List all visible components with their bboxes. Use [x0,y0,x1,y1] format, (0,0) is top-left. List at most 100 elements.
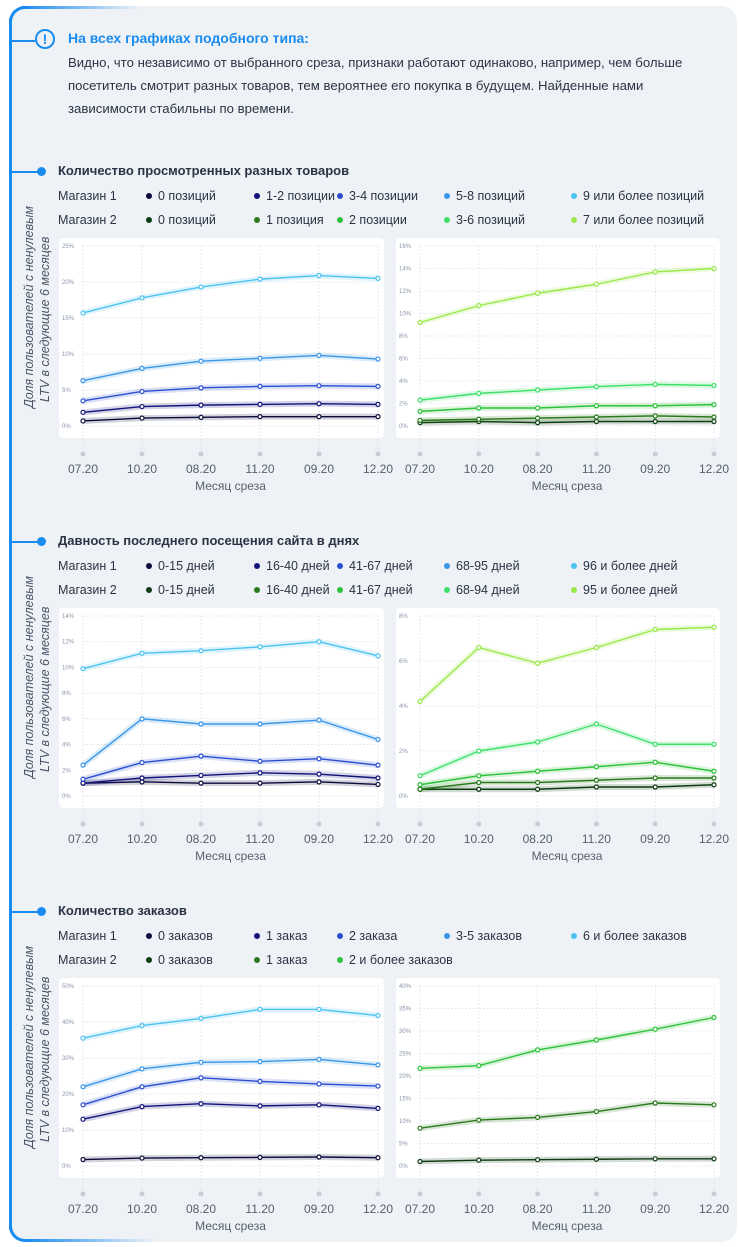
legend-item[interactable]: 0 позиций [146,213,216,227]
x-tick-dot [375,821,381,827]
x-tick-dot [80,1191,86,1197]
x-tick-label: 07.20 [405,462,435,476]
y-tick-label: 20% [399,1074,412,1080]
data-point [593,418,599,425]
legend-item[interactable]: 1-2 позиции [254,189,335,203]
series-line [419,1102,715,1129]
legend-item[interactable]: 0-15 дней [146,583,215,597]
data-point [316,1154,322,1160]
legend-item[interactable]: 68-95 дней [444,559,520,573]
x-tick-label: 12.20 [699,1202,729,1216]
legend-dot-icon [571,562,577,569]
x-tick-label: 12.20 [699,832,729,846]
legend-item[interactable]: 41-67 дней [337,583,413,597]
data-point [316,383,322,389]
legend-item[interactable]: 2 позиции [337,213,407,227]
y-tick-label: 12% [399,289,412,295]
legend-store-label: Магазин 2 [58,953,117,967]
legend-label: 0 заказов [158,953,213,967]
x-tick-label: 12.20 [363,1202,393,1216]
legend-label: 0 позиций [158,213,216,227]
y-tick-label: 2% [62,768,71,774]
data-point [652,741,658,747]
data-point [417,773,423,779]
x-tick-dot [711,1191,717,1197]
y-tick-label: 14% [62,614,75,620]
legend-item[interactable]: 2 заказа [337,929,397,943]
legend-item[interactable]: 6 и более заказов [571,929,687,943]
x-tick-label: 07.20 [68,1202,98,1216]
x-tick-label: 09.20 [640,462,670,476]
data-point [375,781,381,788]
series-line [419,1158,714,1163]
legend-item[interactable]: 68-94 дней [444,583,520,597]
legend-item[interactable]: 5-8 позиций [444,189,525,203]
y-tick-label: 20% [62,1092,75,1098]
data-point [198,284,204,290]
legend-item[interactable]: 1 заказ [254,953,307,967]
legend-item[interactable]: 0 позиций [146,189,216,203]
data-point [80,1116,86,1122]
data-point [316,1102,322,1108]
data-point [198,721,204,727]
y-tick-label: 40% [399,984,412,990]
legend-item[interactable]: 2 и более заказов [337,953,453,967]
legend-item[interactable]: 0-15 дней [146,559,215,573]
legend-item[interactable]: 96 и более дней [571,559,677,573]
data-point [535,739,541,745]
y-tick-label: 10% [62,352,75,358]
data-point [593,1108,599,1115]
data-point [593,777,599,783]
data-point [535,1047,541,1053]
legend-dot-icon [571,932,577,939]
section-marker-icon [37,537,46,546]
data-point [80,1035,86,1041]
data-point [375,401,381,407]
data-point [476,786,482,792]
legend-label: 0-15 дней [158,559,215,573]
legend-item[interactable]: 3-5 заказов [444,929,522,943]
data-point [535,387,541,393]
legend-item[interactable]: 16-40 дней [254,583,330,597]
legend-item[interactable]: 1 позиция [254,213,324,227]
x-tick-label: 12.20 [363,462,393,476]
y-axis-label-line: LTV в следующие 6 месяцев [38,236,52,402]
legend-item[interactable]: 9 или более позиций [571,189,704,203]
data-point [476,1117,482,1123]
legend-item[interactable]: 3-4 позиции [337,189,418,203]
y-tick-label: 6% [399,357,408,363]
legend-dot-icon [444,192,450,199]
legend-store-label: Магазин 1 [58,929,117,943]
legend-item[interactable]: 95 и более дней [571,583,677,597]
legend-label: 1 заказ [266,929,308,943]
legend-label: 0 заказов [158,929,213,943]
data-point [316,771,322,777]
data-point [652,413,658,419]
y-tick-label: 14% [399,267,412,273]
data-point [80,1156,86,1163]
x-tick-dot [652,1191,658,1197]
y-axis-label-line: Доля пользователей с ненулевым [22,946,36,1148]
series-line [419,267,715,324]
section-title: Давность последнего посещения сайта в дн… [58,533,360,548]
legend-label: 95 и более дней [583,583,678,597]
y-tick-label: 4% [62,743,71,749]
data-point [417,319,423,326]
legend-label: 0 позиций [158,189,216,203]
x-tick-label: 07.20 [405,1202,435,1216]
x-tick-dot [535,451,541,457]
series-line [419,723,714,777]
legend-item[interactable]: 3-6 позиций [444,213,525,227]
legend-item[interactable]: 7 или более позиций [571,213,704,227]
data-point [711,265,717,272]
legend-item[interactable]: 0 заказов [146,929,213,943]
legend-item[interactable]: 41-67 дней [337,559,413,573]
legend-item[interactable]: 0 заказов [146,953,213,967]
legend-label: 0-15 дней [158,583,215,597]
legend-item[interactable]: 16-40 дней [254,559,330,573]
x-tick-dot [417,451,423,457]
data-point [198,753,204,759]
data-point [476,405,482,411]
legend-item[interactable]: 1 заказ [254,929,307,943]
legend-label: 41-67 дней [349,559,413,573]
